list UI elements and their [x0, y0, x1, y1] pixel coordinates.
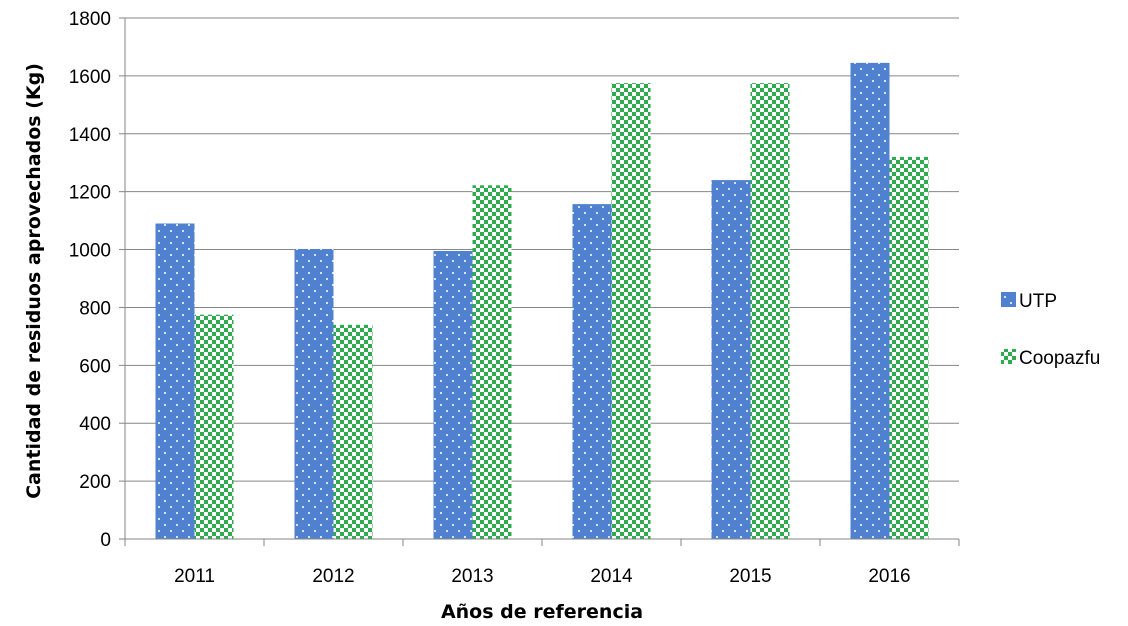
- bar-coopazfu-2015: [750, 83, 790, 539]
- y-tick-label: 400: [79, 414, 111, 435]
- y-tick-label: 1200: [69, 183, 111, 204]
- x-axis-title: Años de referencia: [441, 601, 643, 623]
- y-axis-title: Cantidad de residuos aprovechados (Kg): [23, 63, 45, 499]
- legend: UTP Coopazfu: [1001, 291, 1100, 369]
- bar-utp-2016: [850, 62, 890, 539]
- bar-utp-2015: [711, 180, 751, 540]
- bars: [155, 62, 929, 540]
- bar-utp-2011: [155, 223, 195, 539]
- x-tick-label: 2015: [729, 566, 771, 587]
- bar-coopazfu-2016: [889, 156, 929, 539]
- y-tick-label: 800: [79, 298, 111, 319]
- y-tick-label: 1600: [69, 67, 111, 88]
- y-tick-label: 1400: [69, 125, 111, 146]
- legend-swatch-utp: [1001, 292, 1016, 307]
- bar-utp-2014: [572, 204, 612, 539]
- bar-utp-2012: [294, 248, 334, 539]
- bar-coopazfu-2012: [333, 324, 373, 539]
- bar-coopazfu-2013: [472, 185, 512, 539]
- y-tick-label: 1000: [69, 241, 111, 262]
- x-tick-label: 2016: [868, 566, 910, 587]
- axes: [119, 17, 960, 546]
- y-tick-label: 1800: [69, 9, 111, 30]
- gridlines: [125, 17, 959, 482]
- legend-swatch-coopazfu: [1001, 349, 1016, 364]
- bar-utp-2013: [433, 251, 473, 539]
- y-tick-label: 200: [79, 472, 111, 493]
- legend-label-utp: UTP: [1019, 291, 1057, 312]
- x-tick-label: 2011: [174, 566, 215, 587]
- x-tick-labels: 2011 2012 2013 2014 2015 2016: [174, 566, 911, 587]
- legend-label-coopazfu: Coopazfu: [1019, 348, 1100, 369]
- y-tick-label: 0: [100, 530, 111, 551]
- x-tick-label: 2013: [451, 566, 493, 587]
- bar-coopazfu-2011: [194, 314, 234, 539]
- y-tick-label: 600: [79, 356, 111, 377]
- x-tick-label: 2014: [590, 566, 633, 587]
- x-tick-label: 2012: [312, 566, 354, 587]
- bar-coopazfu-2014: [611, 83, 651, 539]
- y-tick-labels: 0 200 400 600 800 1000 1200 1400 1600 1800: [69, 9, 111, 551]
